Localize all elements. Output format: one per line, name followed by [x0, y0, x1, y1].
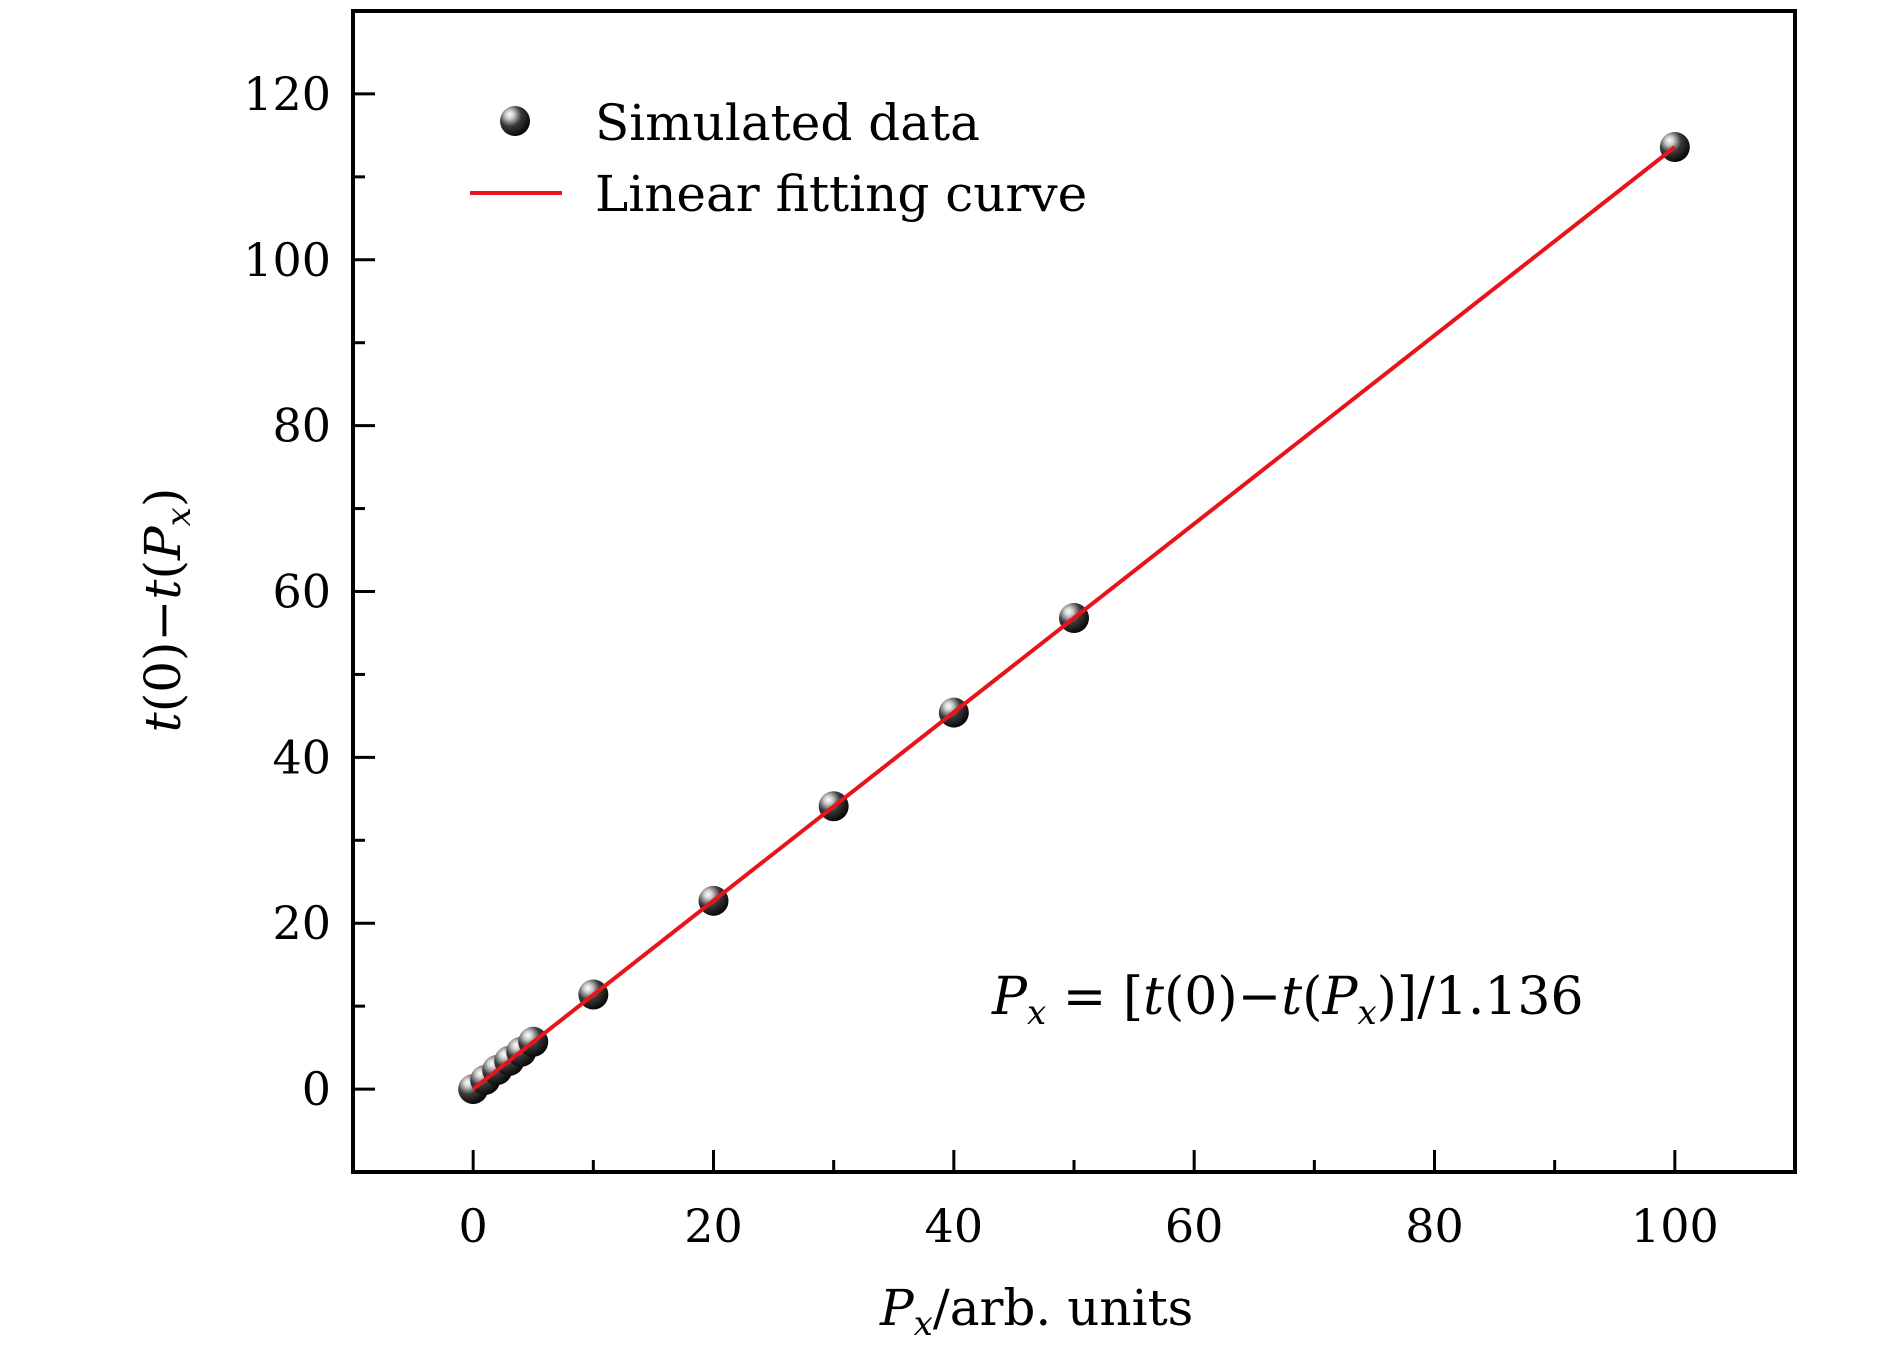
- plot-frame: [351, 9, 1797, 1174]
- legend-label-simulated-data: Simulated data: [595, 94, 980, 152]
- tick-labels: 0 20 40 60 80 100 0 20 40 60 80 100 120: [243, 67, 1719, 1253]
- y-tick-label: 80: [272, 399, 331, 453]
- y-tick-label: 0: [302, 1062, 331, 1116]
- x-tick-label: 20: [684, 1199, 743, 1253]
- y-tick-label: 120: [243, 67, 331, 121]
- y-axis-title: t(0)−t(Px): [134, 488, 199, 733]
- plot-area: [458, 132, 1690, 1105]
- y-tick-label: 60: [272, 565, 331, 619]
- fit-equation-annotation: Px = [t(0)−t(Px)]/1.136: [991, 967, 1584, 1033]
- y-tick-label: 100: [243, 233, 331, 287]
- x-axis-title: Px/arb. units: [879, 1279, 1193, 1344]
- legend: Simulated data Linear fitting curve: [470, 94, 1087, 223]
- fit-line: [471, 145, 1677, 1091]
- y-tick-label: 40: [272, 730, 331, 784]
- x-tick-label: 40: [925, 1199, 984, 1253]
- x-tick-label: 60: [1165, 1199, 1224, 1253]
- x-tick-label: 80: [1405, 1199, 1464, 1253]
- x-tick-label: 0: [459, 1199, 488, 1253]
- legend-marker-simulated-data: [500, 106, 530, 136]
- y-tick-label: 20: [272, 896, 331, 950]
- x-tick-label: 100: [1631, 1199, 1719, 1253]
- legend-label-linear-fitting-curve: Linear fitting curve: [595, 165, 1087, 223]
